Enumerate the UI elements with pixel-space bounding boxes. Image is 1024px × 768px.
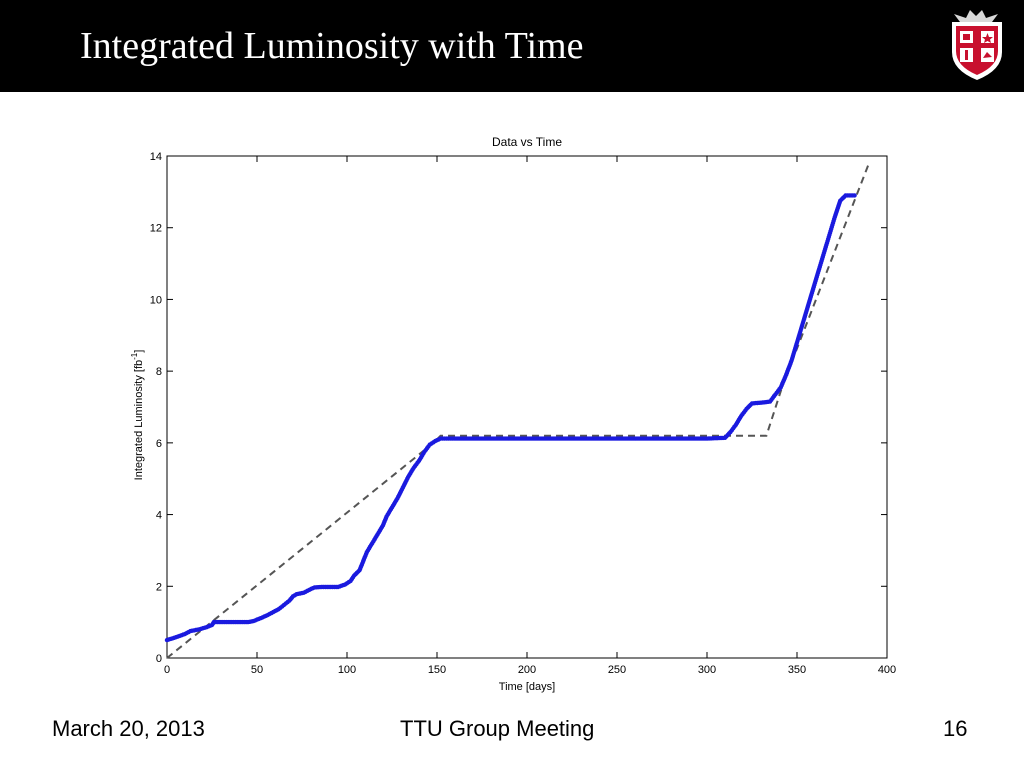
x-tick-label: 100 [338, 664, 356, 676]
x-tick-label: 350 [788, 664, 806, 676]
ttu-logo [930, 0, 1024, 92]
x-axis: 0 50 100 150 200 250 300 350 400 [164, 156, 896, 676]
x-tick-label: 400 [878, 664, 896, 676]
page-number: 16 [943, 716, 968, 741]
y-tick-label: 14 [150, 151, 162, 163]
footer-event: TTU Group Meeting [400, 716, 595, 741]
x-tick-label: 150 [428, 664, 446, 676]
x-tick-label: 200 [518, 664, 536, 676]
y-axis: 0 2 4 6 8 10 12 14 [150, 151, 887, 665]
fit-line [166, 162, 870, 659]
y-tick-label: 6 [156, 438, 162, 450]
x-tick-label: 50 [251, 664, 263, 676]
chart-title: Data vs Time [492, 135, 562, 149]
title-bar: Integrated Luminosity with Time [0, 0, 930, 92]
x-axis-label: Time [days] [499, 681, 555, 693]
x-tick-label: 250 [608, 664, 626, 676]
y-tick-label: 0 [156, 653, 162, 665]
ttu-shield-icon [952, 10, 1002, 80]
x-tick-label: 0 [164, 664, 170, 676]
y-axis-label-main: Integrated Luminosity [fb [133, 360, 145, 480]
y-tick-label: 4 [156, 510, 162, 522]
x-tick-label: 300 [698, 664, 716, 676]
footer-date: March 20, 2013 [52, 716, 205, 741]
data-point [852, 193, 857, 198]
y-tick-label: 12 [150, 223, 162, 235]
chart: Data vs Time 0 50 100 150 200 250 300 350 400 0 2… [120, 128, 910, 698]
y-tick-label: 10 [150, 294, 162, 306]
y-tick-label: 2 [156, 581, 162, 593]
chart-svg: Data vs Time 0 50 100 150 200 250 300 350 400 0 2… [130, 135, 896, 693]
data-points [164, 193, 857, 643]
y-axis-label-end: ] [133, 350, 145, 353]
plot-frame [166, 155, 888, 659]
slide-title: Integrated Luminosity with Time [80, 25, 584, 67]
y-axis-label: Integrated Luminosity [fb-1] [130, 350, 145, 481]
y-axis-label-sup: -1 [130, 352, 139, 360]
y-tick-label: 8 [156, 366, 162, 378]
